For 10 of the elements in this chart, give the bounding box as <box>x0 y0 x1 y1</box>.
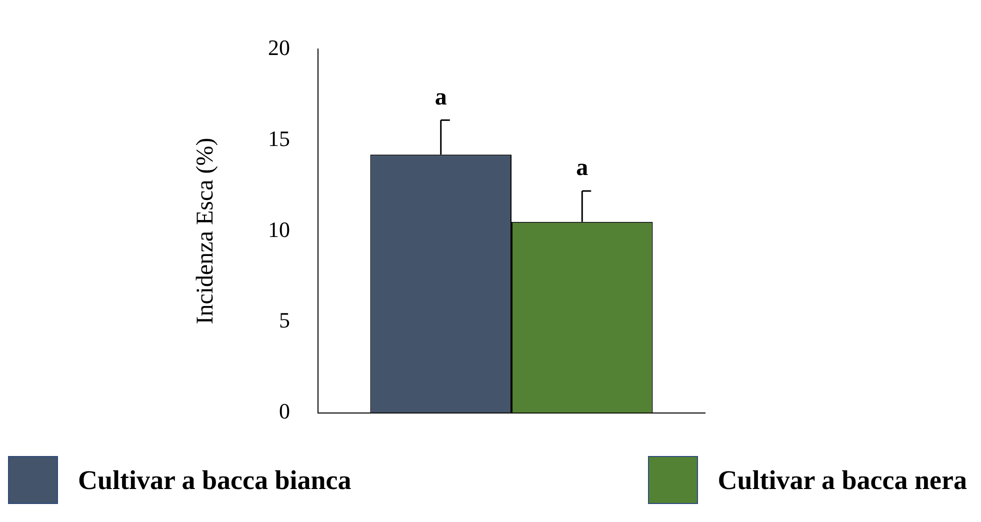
annotation: a <box>576 155 588 182</box>
y-tick-label: 5 <box>279 308 290 333</box>
y-axis-title: Incidenza Esca (%) <box>192 138 219 324</box>
annotation: a <box>434 84 447 110</box>
y-tick-label: 10 <box>268 216 290 242</box>
legend-label: Cultivar a bacca nera <box>718 464 967 496</box>
y-tick-label: 0 <box>279 398 290 424</box>
y-tick-label: 15 <box>268 126 290 151</box>
y-tick-label: 20 <box>268 34 290 60</box>
legend-label: Cultivar a bacca bianca <box>78 464 352 496</box>
